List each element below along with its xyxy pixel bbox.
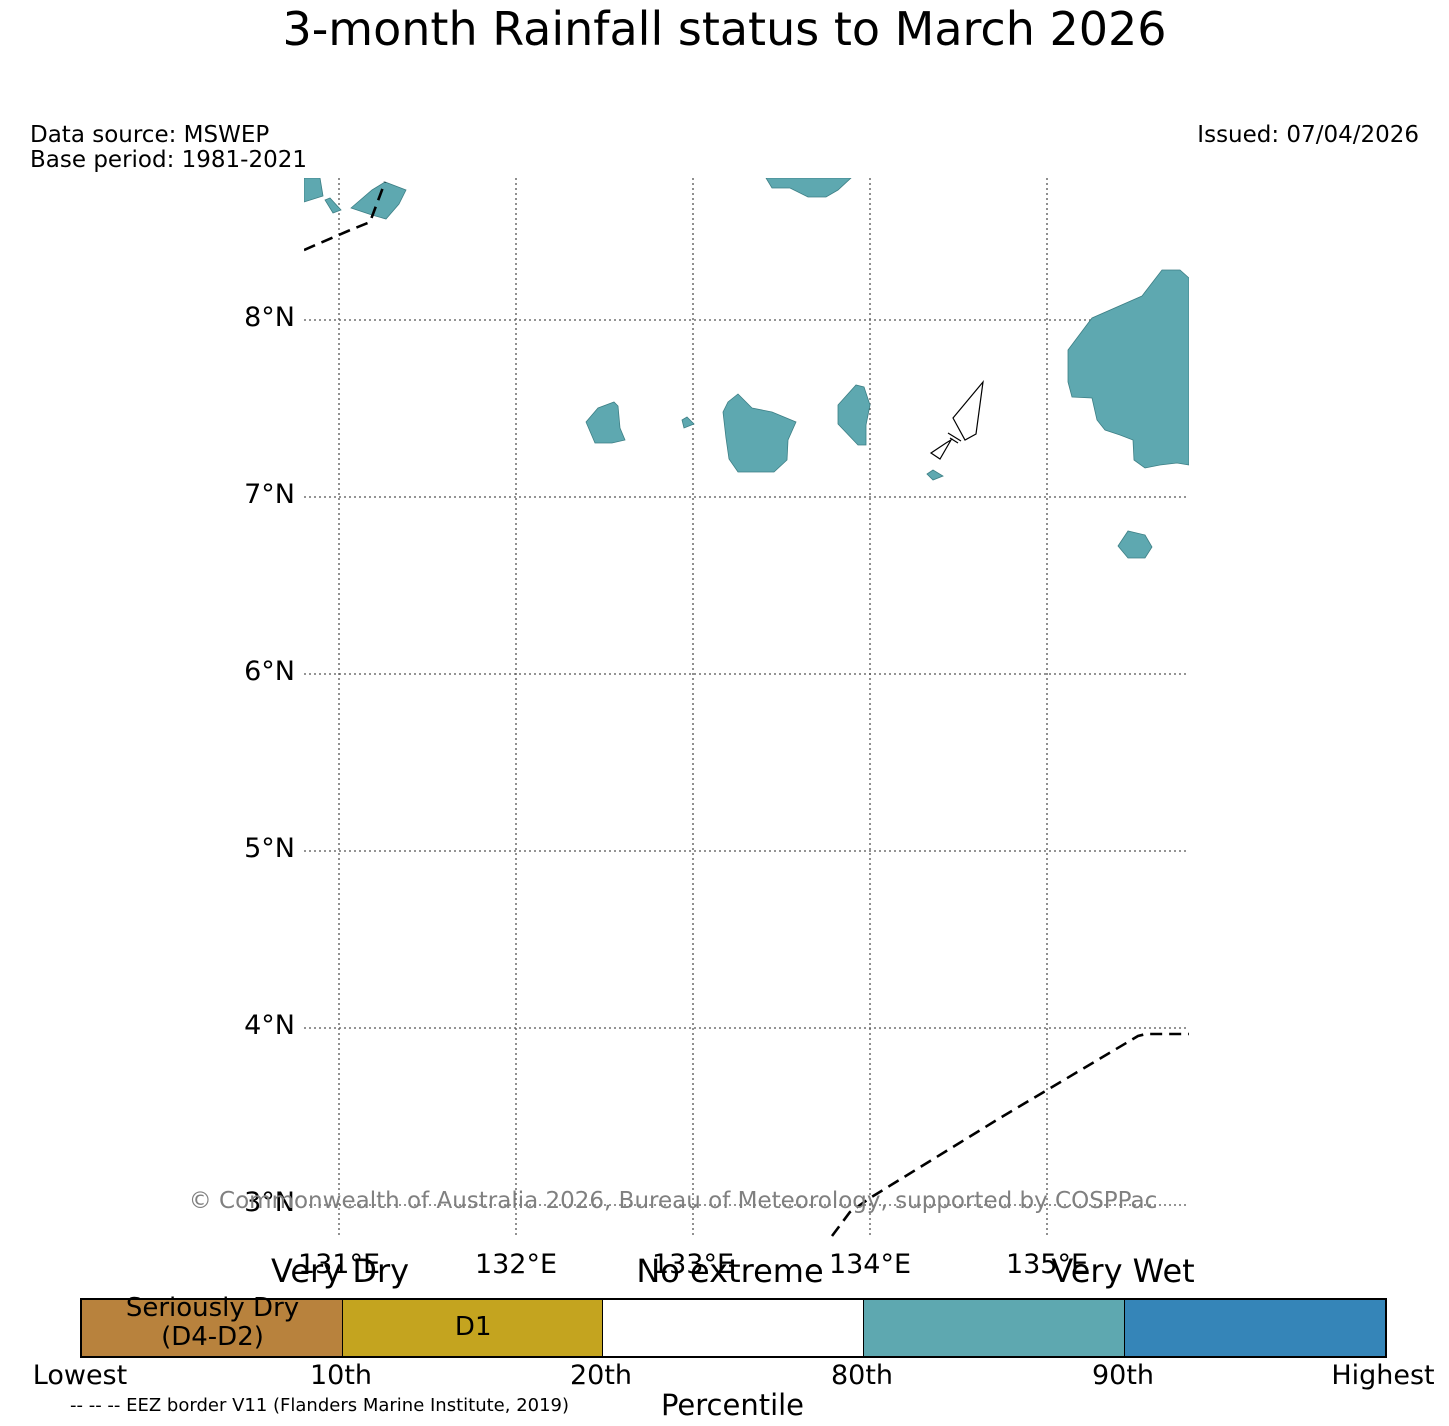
band-very-wet-80-90	[862, 1300, 1124, 1356]
tick-80th: 80th	[830, 1360, 894, 1391]
lon-label-132e: 132°E	[474, 1249, 558, 1280]
category-very-dry: Very Dry	[270, 1252, 410, 1290]
band-label-d4-d2: (D4-D2)	[161, 1322, 264, 1352]
data-source-text: Data source: MSWEP	[30, 122, 270, 148]
band-label-seriously-dry: Seriously Dry	[125, 1293, 300, 1323]
band-label-d1: D1	[454, 1312, 492, 1342]
lat-label-6n: 6°N	[244, 656, 295, 687]
tick-10th: 10th	[309, 1360, 373, 1391]
eez-border	[304, 181, 1189, 1237]
lon-label-135e: 135°E	[1005, 1249, 1089, 1280]
percentile-colorbar: Seriously Dry (D4-D2) D1	[80, 1293, 1387, 1358]
chart-title: 3-month Rainfall status to March 2026	[282, 2, 1167, 56]
lon-label-134e: 134°E	[828, 1249, 912, 1280]
tick-lowest: Lowest	[32, 1360, 128, 1391]
lat-label-8n: 8°N	[244, 302, 295, 333]
category-very-wet: Very Wet	[1051, 1252, 1195, 1290]
band-seriously-dry: Seriously Dry (D4-D2)	[82, 1293, 343, 1356]
tick-highest: Highest	[1331, 1360, 1435, 1391]
percentile-axis-label: Percentile	[660, 1388, 805, 1422]
category-no-extreme: No extreme	[636, 1252, 824, 1290]
lon-label-131e: 131°E	[297, 1249, 381, 1280]
copyright-text: © Commonwealth of Australia 2026, Bureau…	[188, 1188, 1158, 1214]
band-d1: D1	[342, 1300, 603, 1356]
eez-note: -- -- -- EEZ border V11 (Flanders Marine…	[70, 1395, 570, 1416]
base-period-text: Base period: 1981-2021	[30, 147, 308, 173]
lat-label-7n: 7°N	[244, 479, 295, 510]
graticule	[304, 178, 1189, 1238]
lon-label-133e: 133°E	[651, 1249, 735, 1280]
lat-label-5n: 5°N	[244, 833, 295, 864]
band-no-extreme	[602, 1300, 863, 1356]
issued-date-text: Issued: 07/04/2026	[1197, 122, 1419, 148]
very-wet-regions	[304, 178, 1189, 559]
band-very-wet-90-highest	[1123, 1300, 1386, 1356]
tick-20th: 20th	[569, 1360, 633, 1391]
island-outline	[929, 380, 984, 460]
lat-label-4n: 4°N	[244, 1010, 295, 1041]
tick-90th: 90th	[1091, 1360, 1155, 1391]
rainfall-map	[304, 178, 1189, 1238]
lat-label-3n: 3°N	[244, 1187, 295, 1218]
